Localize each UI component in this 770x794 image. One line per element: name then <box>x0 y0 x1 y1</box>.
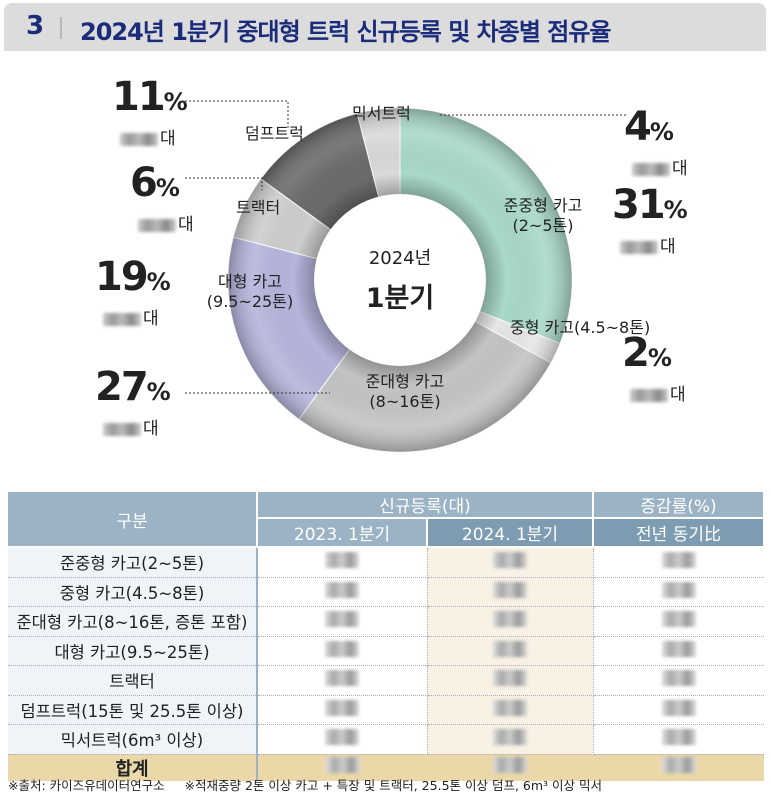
percent-value: 4 <box>624 104 652 150</box>
table-row: 준중형 카고(2~5톤) <box>8 547 764 578</box>
blurred-count <box>138 218 176 232</box>
leader-lines <box>185 100 628 394</box>
blurred-value <box>325 729 360 746</box>
blurred-value <box>493 640 527 657</box>
table-row: 트랙터 <box>8 665 764 696</box>
footnote: ※출처: 카이즈유데이터연구소 ※적재중량 2톤 이상 카고 + 특장 및 트랙… <box>8 778 603 793</box>
header-new-registration: 신규등록(대) <box>257 492 594 519</box>
total-label: 합계 <box>8 754 258 781</box>
blurred-value <box>661 581 696 598</box>
page-title: 2024년 1분기 중대형 트럭 신규등록 및 차종별 점유율 <box>80 18 612 46</box>
section-number: 3 <box>26 11 45 41</box>
blurred-value <box>493 670 527 687</box>
title-bar: 3 2024년 1분기 중대형 트럭 신규등록 및 차종별 점유율 <box>4 3 766 51</box>
slice-label-dump: 덤프트럭 <box>245 124 304 143</box>
table-row: 중형 카고(4.5~8톤) <box>8 577 764 607</box>
unit-count: 대 <box>138 210 194 235</box>
header-2024: 2024. 1분기 <box>427 518 594 548</box>
row-label: 믹서트럭(6m³ 이상) <box>8 724 258 755</box>
blurred-count <box>103 312 141 326</box>
percent-label: 2% <box>622 330 672 376</box>
total-row: 합계 <box>8 754 764 781</box>
row-label: 준대형 카고(8~16톤, 증톤 포함) <box>8 606 258 637</box>
blurred-value <box>325 757 360 773</box>
unit-suffix: 대 <box>143 309 159 329</box>
unit-count: 대 <box>620 232 676 257</box>
percent-value: 6 <box>130 160 158 206</box>
blurred-count <box>620 240 658 254</box>
blurred-value <box>661 670 696 687</box>
table-row: 준대형 카고(8~16톤, 증톤 포함) <box>8 606 764 637</box>
blurred-value <box>325 699 360 716</box>
percent-label: 19% <box>95 254 171 300</box>
blurred-value <box>325 581 360 598</box>
percent-label: 11% <box>112 74 188 120</box>
blurred-value <box>493 581 527 598</box>
unit-suffix: 대 <box>660 237 676 257</box>
registration-table: 구분 신규등록(대) 증감률(%) 2023. 1분기 2024. 1분기 전년… <box>8 492 765 781</box>
slice-label-medium-cargo: 중형 카고(4.5~8톤) <box>510 318 651 337</box>
blurred-value <box>661 640 696 657</box>
blurred-value <box>493 729 527 746</box>
percent-value: 2 <box>622 330 650 376</box>
blurred-value <box>661 552 696 569</box>
percent-label: 31% <box>612 182 688 228</box>
unit-suffix: 대 <box>143 419 159 439</box>
slice-label-semi-medium-cargo: 준중형 카고 (2~5톤) <box>503 196 583 235</box>
slice-label-tractor: 트랙터 <box>236 198 281 217</box>
blurred-count <box>630 388 668 402</box>
header-rate: 증감률(%) <box>593 492 765 519</box>
divider <box>60 17 62 39</box>
percent-value: 27 <box>95 364 149 410</box>
header-category: 구분 <box>8 492 258 548</box>
percent-label: 6% <box>130 160 180 206</box>
blurred-value <box>325 611 360 628</box>
unit-count: 대 <box>103 304 159 329</box>
row-label: 덤프트럭(15톤 및 25.5톤 이상) <box>8 695 258 725</box>
percent-label: 4% <box>624 104 674 150</box>
table-row: 대형 카고(9.5~25톤) <box>8 636 764 666</box>
blurred-value <box>325 552 360 569</box>
blurred-value <box>493 699 527 716</box>
blurred-value <box>661 757 696 773</box>
row-label: 트랙터 <box>8 665 258 696</box>
unit-suffix: 대 <box>670 385 686 405</box>
blurred-value <box>493 757 527 773</box>
unit-suffix: 대 <box>178 215 194 235</box>
center-year: 2024년 <box>368 248 432 269</box>
unit-suffix: 대 <box>672 159 688 179</box>
blurred-value <box>661 611 696 628</box>
blurred-value <box>325 640 360 657</box>
row-label: 준중형 카고(2~5톤) <box>8 547 258 578</box>
header-yoy: 전년 동기比 <box>593 518 765 548</box>
percent-value: 11 <box>112 74 166 120</box>
blurred-count <box>120 132 158 146</box>
blurred-count <box>632 162 670 176</box>
blurred-count <box>103 422 141 436</box>
blurred-value <box>493 611 527 628</box>
slice-label-large-cargo: 대형 카고 (9.5~25톤) <box>206 272 294 311</box>
blurred-value <box>493 552 527 569</box>
unit-suffix: 대 <box>160 129 176 149</box>
row-label: 대형 카고(9.5~25톤) <box>8 636 258 666</box>
center-quarter: 1분기 <box>365 283 435 314</box>
percent-label: 27% <box>95 364 171 410</box>
header-2023: 2023. 1분기 <box>257 518 428 548</box>
slice-label-mixer: 믹서트럭 <box>352 104 411 123</box>
table-row: 덤프트럭(15톤 및 25.5톤 이상) <box>8 695 764 725</box>
donut-chart <box>185 100 628 453</box>
percent-value: 31 <box>612 182 666 228</box>
blurred-value <box>661 699 696 716</box>
blurred-value <box>325 670 360 687</box>
unit-count: 대 <box>630 380 686 405</box>
blurred-value <box>661 729 696 746</box>
donut-hole <box>314 194 486 366</box>
slice-label-semi-large-cargo: 준대형 카고 (8~16톤) <box>365 372 445 411</box>
table-row: 믹서트럭(6m³ 이상) <box>8 724 764 755</box>
row-label: 중형 카고(4.5~8톤) <box>8 577 258 607</box>
unit-count: 대 <box>103 414 159 439</box>
unit-count: 대 <box>632 154 688 179</box>
unit-count: 대 <box>120 124 176 149</box>
percent-value: 19 <box>95 254 149 300</box>
